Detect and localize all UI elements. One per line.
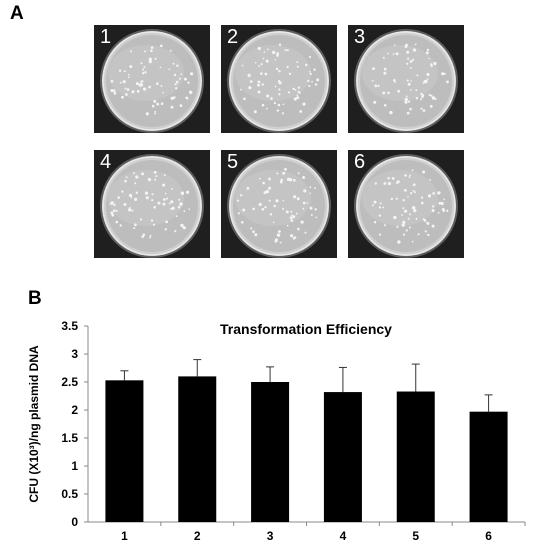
plate-number-label: 4 <box>100 151 112 173</box>
transformation-efficiency-chart: Transformation Efficiency CFU (X10³)/ng … <box>27 319 526 543</box>
panel-b-label: B <box>28 288 42 309</box>
y-tick-label: 0.5 <box>61 487 78 501</box>
x-tick-label: 2 <box>194 529 201 543</box>
bar <box>178 376 217 522</box>
y-tick-label: 0 <box>71 515 78 529</box>
y-tick-label: 1 <box>71 459 78 473</box>
petri-plate-1: 1 <box>94 25 210 133</box>
y-tick-label: 3 <box>71 347 78 361</box>
x-tick-label: 6 <box>485 529 492 543</box>
bar <box>323 392 362 522</box>
bar <box>105 380 144 522</box>
y-tick-label: 2.5 <box>61 375 78 389</box>
plate-number-label: 2 <box>227 26 239 48</box>
panel-a-label: A <box>10 3 24 24</box>
petri-plate-5: 5 <box>221 150 337 258</box>
y-axis-label: CFU (X10³)/ng plasmid DNA <box>27 345 41 503</box>
petri-plate-4: 4 <box>94 150 210 258</box>
x-tick-label: 3 <box>267 529 274 543</box>
plate-number-label: 5 <box>227 151 239 173</box>
bar <box>251 382 290 522</box>
y-tick-label: 3.5 <box>61 319 78 333</box>
y-tick-label: 2 <box>71 403 78 417</box>
y-tick-label: 1.5 <box>61 431 78 445</box>
bar <box>469 411 508 522</box>
petri-plate-2: 2 <box>221 25 337 133</box>
x-tick-label: 1 <box>121 529 128 543</box>
plate-number-label: 1 <box>100 26 112 48</box>
plate-number-label: 3 <box>354 26 366 48</box>
petri-plate-6: 6 <box>348 150 464 258</box>
chart-title: Transformation Efficiency <box>220 321 392 337</box>
plate-number-label: 6 <box>354 151 366 173</box>
x-tick-label: 5 <box>412 529 419 543</box>
x-tick-label: 4 <box>340 529 347 543</box>
bar <box>396 391 435 522</box>
petri-plate-3: 3 <box>348 25 464 133</box>
